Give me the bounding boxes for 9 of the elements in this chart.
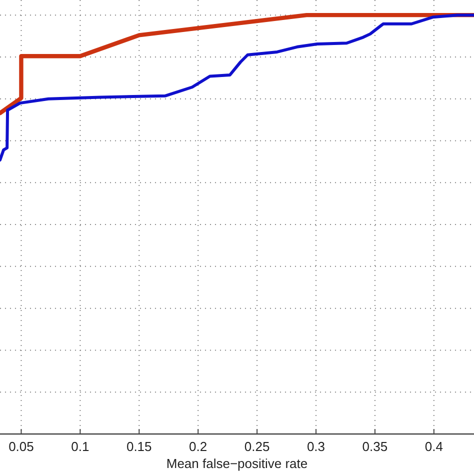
x-tick-label: 0.25 bbox=[244, 439, 270, 454]
x-tick-label: 0.3 bbox=[306, 439, 326, 454]
x-tick-label: 0.05 bbox=[8, 439, 34, 454]
x-tick-label: 0.1 bbox=[71, 439, 90, 454]
x-tick-label: 0.15 bbox=[126, 439, 152, 454]
x-tick-label: 0.4 bbox=[424, 439, 443, 454]
x-axis-title: Mean false−positive rate bbox=[166, 456, 308, 471]
x-tick-label: 0.35 bbox=[362, 439, 388, 454]
x-tick-label: 0.2 bbox=[189, 439, 208, 454]
